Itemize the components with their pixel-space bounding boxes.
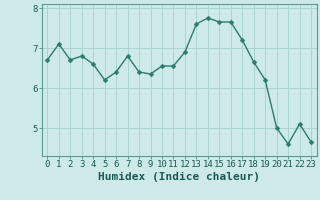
X-axis label: Humidex (Indice chaleur): Humidex (Indice chaleur) — [98, 172, 260, 182]
